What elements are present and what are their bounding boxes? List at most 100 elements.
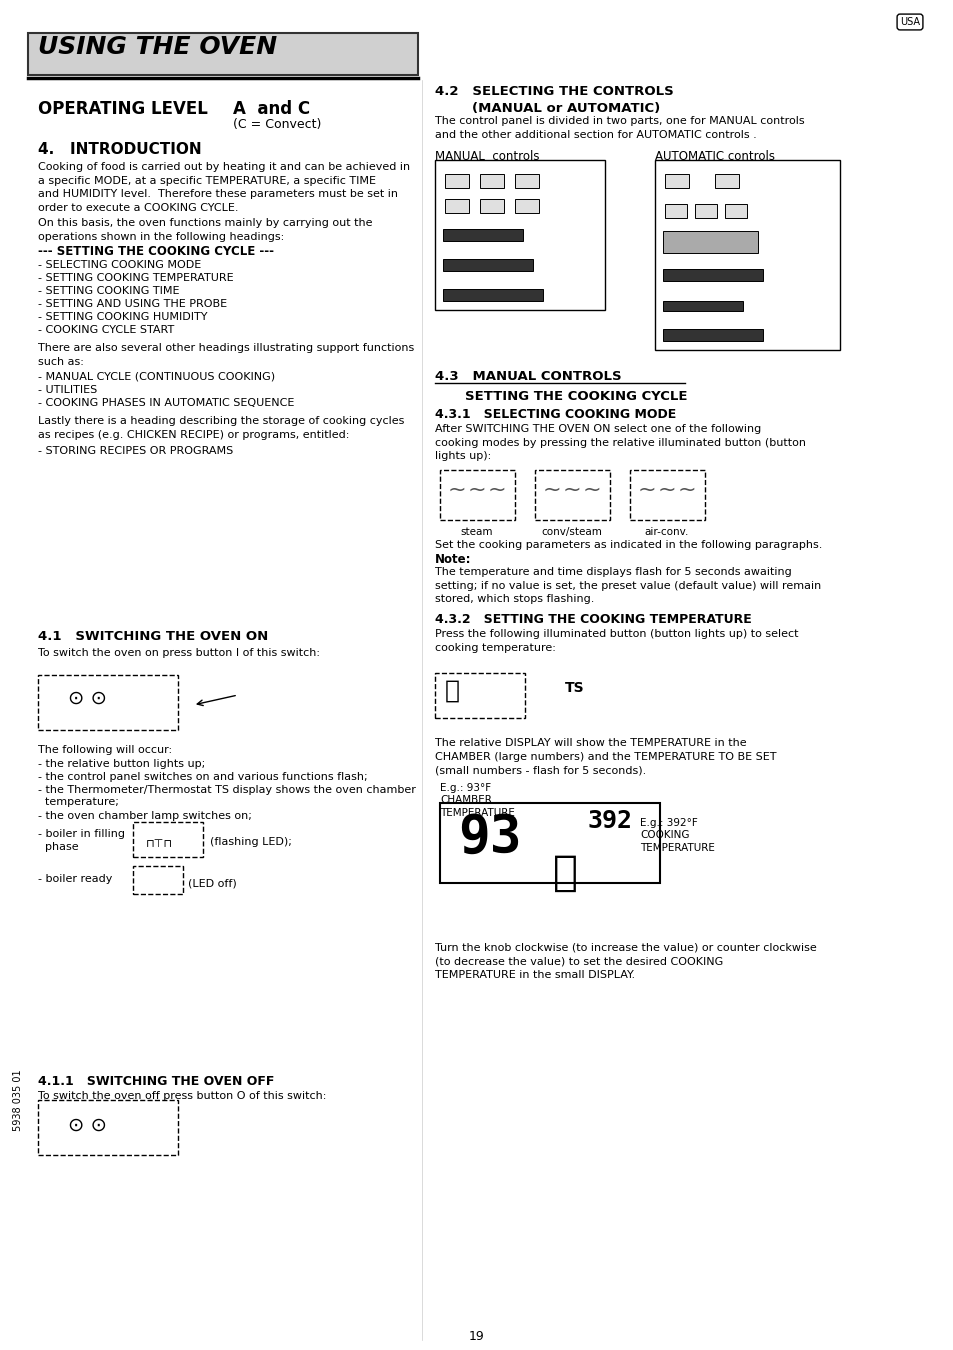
FancyBboxPatch shape [695,204,717,217]
Text: - boiler ready: - boiler ready [38,873,112,884]
FancyBboxPatch shape [132,865,183,894]
Text: The control panel is divided in two parts, one for MANUAL controls
and the other: The control panel is divided in two part… [435,116,803,139]
Text: Set the cooking parameters as indicated in the following paragraphs.: Set the cooking parameters as indicated … [435,540,821,549]
Text: E.g.: 93°F
CHAMBER
TEMPERATURE: E.g.: 93°F CHAMBER TEMPERATURE [439,783,515,818]
FancyBboxPatch shape [515,174,538,188]
Text: (C = Convect): (C = Convect) [233,117,321,131]
FancyBboxPatch shape [662,269,762,281]
Text: ~: ~ [542,481,561,500]
Text: 4.1.1   SWITCHING THE OVEN OFF: 4.1.1 SWITCHING THE OVEN OFF [38,1075,274,1088]
Text: 🌡: 🌡 [444,679,459,703]
Text: ~: ~ [468,481,486,500]
Text: - COOKING PHASES IN AUTOMATIC SEQUENCE: - COOKING PHASES IN AUTOMATIC SEQUENCE [38,398,294,408]
Text: 19: 19 [469,1330,484,1343]
Text: ~: ~ [678,481,696,500]
Text: --- SETTING THE COOKING CYCLE ---: --- SETTING THE COOKING CYCLE --- [38,244,274,258]
FancyBboxPatch shape [442,259,533,271]
Text: After SWITCHING THE OVEN ON select one of the following
cooking modes by pressin: After SWITCHING THE OVEN ON select one o… [435,424,805,462]
FancyBboxPatch shape [435,161,604,310]
FancyBboxPatch shape [655,161,840,350]
Text: ~: ~ [582,481,601,500]
FancyBboxPatch shape [662,301,742,310]
Text: SETTING THE COOKING CYCLE: SETTING THE COOKING CYCLE [464,390,687,404]
Text: - the control panel switches on and various functions flash;: - the control panel switches on and vari… [38,772,367,782]
Text: USING THE OVEN: USING THE OVEN [38,35,276,59]
FancyBboxPatch shape [444,198,469,213]
Text: OPERATING LEVEL: OPERATING LEVEL [38,100,208,117]
Text: steam: steam [460,526,493,537]
Text: E.g.: 392°F
COOKING
TEMPERATURE: E.g.: 392°F COOKING TEMPERATURE [639,818,714,853]
Text: To switch the oven off press button O of this switch:: To switch the oven off press button O of… [38,1091,326,1102]
Text: 4.   INTRODUCTION: 4. INTRODUCTION [38,142,201,157]
Text: ⊙ ⊙: ⊙ ⊙ [68,1115,107,1134]
Text: Note:: Note: [435,554,471,566]
Text: Turn the knob clockwise (to increase the value) or counter clockwise
(to decreas: Turn the knob clockwise (to increase the… [435,944,816,980]
FancyBboxPatch shape [479,198,503,213]
Text: ⊙ ⊙: ⊙ ⊙ [68,688,107,707]
Text: ~: ~ [638,481,656,500]
FancyBboxPatch shape [724,204,746,217]
Text: Press the following illuminated button (button lights up) to select
cooking temp: Press the following illuminated button (… [435,629,798,652]
Text: 4.3   MANUAL CONTROLS: 4.3 MANUAL CONTROLS [435,370,621,383]
Text: - COOKING CYCLE START: - COOKING CYCLE START [38,325,174,335]
Text: The temperature and time displays flash for 5 seconds awaiting
setting; if no va: The temperature and time displays flash … [435,567,821,605]
Text: - the oven chamber lamp switches on;: - the oven chamber lamp switches on; [38,811,252,821]
FancyBboxPatch shape [664,174,688,188]
Text: 392: 392 [587,809,632,833]
FancyBboxPatch shape [38,675,178,730]
Text: Lastly there is a heading describing the storage of cooking cycles
as recipes (e: Lastly there is a heading describing the… [38,416,404,440]
FancyBboxPatch shape [444,174,469,188]
Text: - SELECTING COOKING MODE: - SELECTING COOKING MODE [38,261,201,270]
Text: - SETTING COOKING TEMPERATURE: - SETTING COOKING TEMPERATURE [38,273,233,284]
Text: - boiler in filling
  phase: - boiler in filling phase [38,829,125,852]
FancyBboxPatch shape [479,174,503,188]
FancyBboxPatch shape [664,204,686,217]
FancyBboxPatch shape [662,231,758,252]
FancyBboxPatch shape [662,329,762,342]
Text: conv/steam: conv/steam [541,526,601,537]
Text: (flashing LED);: (flashing LED); [210,837,292,846]
Text: 👆: 👆 [552,852,577,894]
Text: 4.3.1   SELECTING COOKING MODE: 4.3.1 SELECTING COOKING MODE [435,408,676,421]
Text: - MANUAL CYCLE (CONTINUOUS COOKING): - MANUAL CYCLE (CONTINUOUS COOKING) [38,373,274,382]
FancyBboxPatch shape [435,674,524,718]
Text: (LED off): (LED off) [188,879,236,890]
Text: ⊓⊤⊓: ⊓⊤⊓ [146,838,172,849]
Text: ~: ~ [562,481,581,500]
Text: air-conv.: air-conv. [644,526,688,537]
Text: On this basis, the oven functions mainly by carrying out the
operations shown in: On this basis, the oven functions mainly… [38,217,372,242]
FancyBboxPatch shape [515,198,538,213]
Text: TS: TS [564,680,584,695]
Text: - STORING RECIPES OR PROGRAMS: - STORING RECIPES OR PROGRAMS [38,446,233,456]
Text: Cooking of food is carried out by heating it and can be achieved in
a specific M: Cooking of food is carried out by heatin… [38,162,410,213]
Text: - the relative button lights up;: - the relative button lights up; [38,759,205,769]
FancyBboxPatch shape [442,289,542,301]
Text: ~: ~ [488,481,506,500]
FancyBboxPatch shape [714,174,739,188]
FancyBboxPatch shape [439,803,659,883]
Text: ~: ~ [448,481,466,500]
Text: ~: ~ [658,481,676,500]
Text: - SETTING COOKING TIME: - SETTING COOKING TIME [38,286,179,296]
Text: MANUAL  controls: MANUAL controls [435,150,539,163]
Text: - SETTING AND USING THE PROBE: - SETTING AND USING THE PROBE [38,298,227,309]
Text: A  and C: A and C [233,100,310,117]
FancyBboxPatch shape [442,230,522,242]
Text: 4.2   SELECTING THE CONTROLS
        (MANUAL or AUTOMATIC): 4.2 SELECTING THE CONTROLS (MANUAL or AU… [435,85,673,115]
Text: To switch the oven on press button I of this switch:: To switch the oven on press button I of … [38,648,319,657]
Text: AUTOMATIC controls: AUTOMATIC controls [655,150,774,163]
FancyBboxPatch shape [535,470,609,520]
FancyBboxPatch shape [629,470,704,520]
FancyBboxPatch shape [28,32,417,76]
Text: There are also several other headings illustrating support functions
such as:: There are also several other headings il… [38,343,414,367]
Text: - the Thermometer/Thermostat TS display shows the oven chamber
  temperature;: - the Thermometer/Thermostat TS display … [38,784,416,807]
Text: The relative DISPLAY will show the TEMPERATURE in the
CHAMBER (large numbers) an: The relative DISPLAY will show the TEMPE… [435,738,776,775]
Text: 4.1   SWITCHING THE OVEN ON: 4.1 SWITCHING THE OVEN ON [38,630,268,643]
Text: USA: USA [899,18,919,27]
Text: - SETTING COOKING HUMIDITY: - SETTING COOKING HUMIDITY [38,312,208,323]
FancyBboxPatch shape [439,470,515,520]
Text: - UTILITIES: - UTILITIES [38,385,97,396]
Text: 93: 93 [457,811,521,864]
Text: The following will occur:: The following will occur: [38,745,172,755]
FancyBboxPatch shape [38,1100,178,1156]
